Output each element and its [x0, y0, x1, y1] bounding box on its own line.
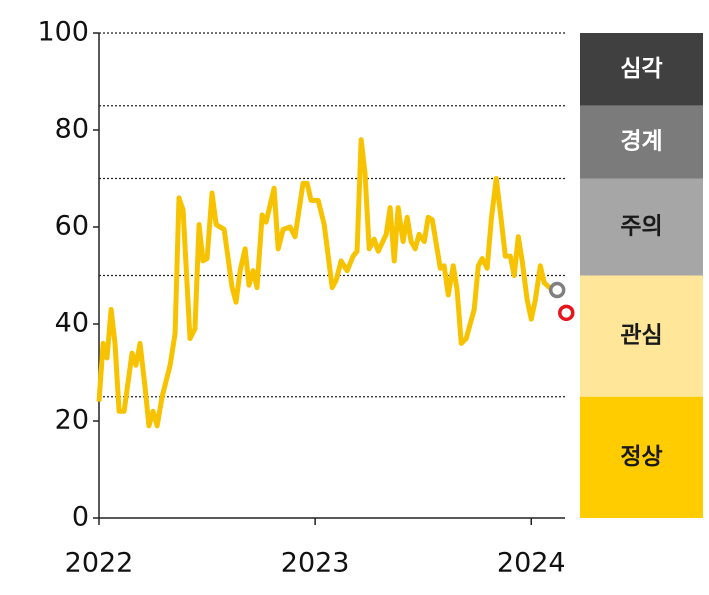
y-tick-label: 20 [55, 405, 89, 436]
y-tick-label: 40 [55, 308, 89, 339]
y-tick-label: 100 [37, 17, 89, 48]
y-tick-label: 80 [55, 114, 89, 145]
index-line [96, 137, 558, 429]
zone-label: 관심 [620, 323, 662, 349]
zone-band [580, 178, 703, 276]
zone-label: 정상 [620, 444, 662, 470]
zone-label: 주의 [620, 214, 662, 240]
y-tick-label: 0 [72, 502, 89, 533]
zone-band [580, 275, 703, 397]
x-tick-label: 2023 [281, 548, 350, 579]
zone-band [580, 33, 703, 106]
x-tick-label: 2022 [65, 548, 134, 579]
y-tick-label: 60 [55, 211, 89, 242]
x-tick-label: 2024 [497, 548, 566, 579]
zone-label: 심각 [620, 56, 662, 82]
highlight-point [558, 304, 575, 322]
zone-label: 경계 [620, 129, 662, 155]
zone-band [580, 396, 703, 518]
zone-band [580, 105, 703, 179]
highlight-point [548, 281, 566, 299]
